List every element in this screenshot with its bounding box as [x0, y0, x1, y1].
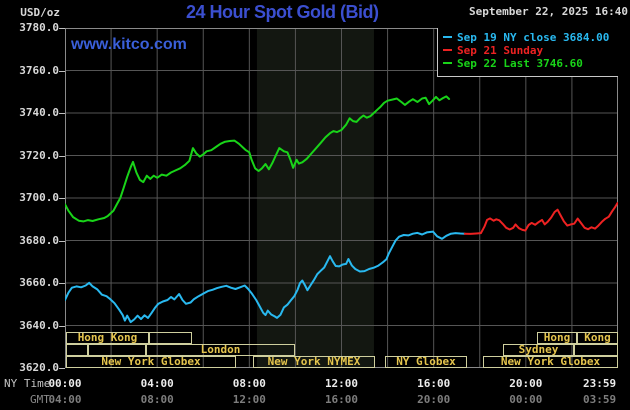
legend-entry-0: Sep 19 NY close 3684.00 — [443, 31, 618, 44]
y-tick-label: 3760.0 — [19, 63, 59, 77]
session-box-empty — [149, 332, 192, 344]
y-tick-label: 3720.0 — [19, 148, 59, 162]
page-title: 24 Hour Spot Gold (Bid) — [186, 2, 379, 22]
session-box-empty — [66, 344, 88, 356]
x-tick-label-gmt: 12:00 — [232, 393, 266, 406]
legend-dash-icon — [443, 36, 452, 38]
gmt-caption: GMT — [30, 393, 50, 406]
x-tick-label-ny: 20:00 — [509, 377, 543, 390]
session-box-sydney: Sydney — [503, 344, 574, 356]
series-sep19-line — [65, 230, 466, 324]
y-tick-mark — [59, 198, 65, 199]
x-tick-label-gmt: 00:00 — [509, 393, 543, 406]
x-tick-label-gmt: 16:00 — [324, 393, 359, 406]
legend-dash-icon — [443, 49, 452, 51]
series-sep21-line — [463, 202, 618, 235]
y-tick-mark — [59, 368, 65, 369]
x-tick-label-ny: 16:00 — [417, 377, 451, 390]
chart-legend: Sep 19 NY close 3684.00 Sep 21 Sunday Sep … — [437, 28, 618, 77]
legend-entry-1: Sep 21 Sunday — [443, 44, 618, 57]
x-tick-label-ny: 23:59 — [583, 377, 617, 390]
plot-area: www.kitco.com Sep 19 NY close 3684.00 Sep… — [65, 28, 618, 368]
legend-entry-2: Sep 22 Last 3746.60 — [443, 57, 618, 70]
session-box-empty — [88, 344, 146, 356]
x-tick-label-gmt: 08:00 — [140, 393, 174, 406]
series-sep22-line — [65, 95, 451, 223]
legend-label: Sep 22 Last 3746.60 — [457, 57, 583, 70]
y-tick-mark — [59, 28, 65, 29]
y-tick-mark — [59, 240, 65, 242]
x-tick-label-ny: 00:00 — [48, 377, 82, 390]
y-tick-mark — [59, 113, 65, 114]
price-chart-canvas — [65, 28, 618, 368]
date-time-label: September 22, 2025 16:40 — [469, 5, 628, 18]
x-tick-label-ny: 12:00 — [324, 377, 359, 390]
y-tick-mark — [59, 283, 65, 284]
session-box-kong: Kong — [577, 332, 618, 344]
y-tick-mark — [59, 70, 65, 72]
x-tick-label-gmt: 04:00 — [48, 393, 82, 406]
y-tick-mark — [59, 155, 65, 157]
ny-time-caption: NY Time — [4, 377, 51, 390]
x-tick-label-gmt: 20:00 — [417, 393, 451, 406]
session-box-hong: Hong — [537, 332, 577, 344]
unit-label: USD/oz — [20, 6, 60, 19]
session-box-new-york-nymex: New York NYMEX — [253, 356, 375, 368]
y-tick-label: 3660.0 — [19, 276, 59, 289]
session-box-empty — [574, 344, 618, 356]
y-tick-mark — [59, 325, 65, 327]
legend-label: Sep 21 Sunday — [457, 44, 544, 57]
legend-dash-icon — [443, 62, 452, 64]
y-tick-label: 3680.0 — [19, 233, 59, 247]
x-tick-label-ny: 08:00 — [232, 377, 266, 390]
session-box-london: London — [146, 344, 295, 356]
y-tick-label: 3640.0 — [19, 318, 59, 332]
session-box-ny-globex: NY Globex — [385, 356, 467, 368]
y-tick-label: 3740.0 — [19, 106, 59, 119]
session-box-hong-kong: Hong Kong — [66, 332, 149, 344]
y-tick-label: 3780.0 — [19, 21, 59, 34]
kitco-watermark-link[interactable]: www.kitco.com — [71, 36, 187, 53]
x-tick-label-ny: 04:00 — [140, 377, 174, 390]
session-box-new-york-globex: New York Globex — [66, 356, 236, 368]
y-tick-label: 3700.0 — [19, 191, 59, 204]
legend-label: Sep 19 NY close 3684.00 — [457, 31, 610, 44]
session-box-new-york-globex: New York Globex — [483, 356, 618, 368]
y-tick-label: 3620.0 — [19, 361, 59, 374]
x-tick-label-gmt: 03:59 — [583, 393, 617, 406]
